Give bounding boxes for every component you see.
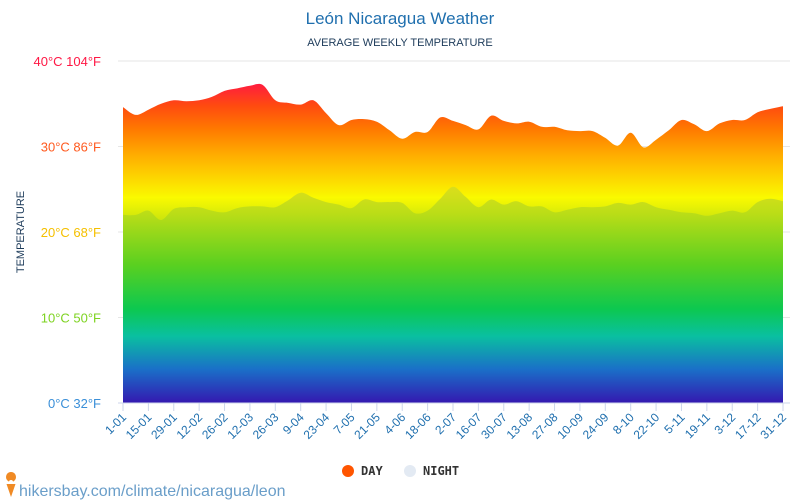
day-legend-marker <box>342 465 354 477</box>
location-pin-icon <box>6 472 17 482</box>
night-series-area <box>123 186 783 403</box>
x-tick-label: 12-03 <box>224 410 256 442</box>
location-pin-tip-icon <box>6 484 16 497</box>
x-tick-label: 26-02 <box>199 410 231 442</box>
legend-item-night[interactable]: NIGHT <box>404 464 459 478</box>
x-tick-label: 26-03 <box>250 410 282 442</box>
y-axis: 0°C 32°F 10°C 50°F 20°C 68°F 30°C 86°F 40°C … <box>34 54 102 411</box>
x-tick-label: 22-10 <box>631 410 663 442</box>
x-tick-label: 13-08 <box>504 410 536 442</box>
legend-item-day[interactable]: DAY <box>342 464 383 478</box>
chart-title: León Nicaragua Weather <box>306 9 495 28</box>
night-legend-marker <box>404 465 416 477</box>
location-pin-hole <box>9 480 13 484</box>
x-tick-label: 23-04 <box>301 410 333 442</box>
x-tick-label: 17-12 <box>732 410 764 442</box>
x-tick-label: 24-09 <box>580 410 612 442</box>
legend-label-night: NIGHT <box>423 464 459 478</box>
x-tick-label: 10-09 <box>554 410 586 442</box>
x-tick-label: 21-05 <box>351 410 383 442</box>
x-tick-label: 29-01 <box>148 410 180 442</box>
y-axis-title: TEMPERATURE <box>15 191 27 273</box>
legend: DAY NIGHT <box>342 464 459 478</box>
y-tick-label: 40°C 104°F <box>34 54 102 69</box>
x-tick-label: 16-07 <box>453 410 485 442</box>
x-axis: 1-0115-0129-0112-0226-0212-0326-039-0423… <box>102 403 789 442</box>
y-tick-label: 30°C 86°F <box>41 140 101 155</box>
x-tick-label: 30-07 <box>478 410 510 442</box>
chart-subtitle: AVERAGE WEEKLY TEMPERATURE <box>307 37 492 49</box>
y-tick-label: 0°C 32°F <box>48 396 101 411</box>
source-url[interactable]: hikersbay.com/climate/nicaragua/leon <box>19 483 286 500</box>
y-tick-label: 20°C 68°F <box>41 225 101 240</box>
x-tick-label: 15-01 <box>123 410 155 442</box>
x-tick-label: 19-11 <box>682 410 713 441</box>
x-tick-label: 27-08 <box>529 410 561 442</box>
y-tick-label: 10°C 50°F <box>41 311 101 326</box>
x-tick-label: 18-06 <box>402 410 434 442</box>
x-tick-label: 12-02 <box>174 410 206 442</box>
x-tick-label: 31-12 <box>758 410 790 442</box>
legend-label-day: DAY <box>361 464 383 478</box>
source-link[interactable]: hikersbay.com/climate/nicaragua/leon <box>6 472 286 500</box>
